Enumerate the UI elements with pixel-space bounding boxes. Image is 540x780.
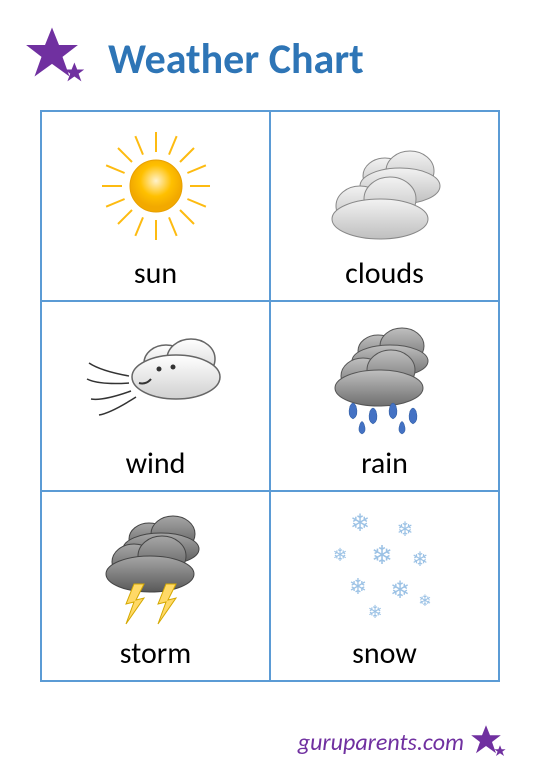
wind-icon [81,321,231,431]
svg-text:❄: ❄ [348,574,366,599]
footer: guruparents.com [298,722,510,762]
storm-icon [86,506,226,626]
svg-text:❄: ❄ [389,577,409,604]
cell-label: storm [120,635,191,672]
svg-text:❄: ❄ [371,540,393,570]
rain-icon [315,316,455,436]
cell-sun: sun [41,111,270,301]
cell-label: rain [361,445,408,482]
svg-text:❄: ❄ [418,593,431,610]
header: Weather Chart [0,0,540,110]
sun-icon [96,126,216,246]
svg-text:❄: ❄ [367,602,382,622]
cell-label: clouds [345,255,424,292]
svg-text:❄: ❄ [411,549,428,571]
star-logo-icon [24,24,94,94]
cell-storm: storm [41,491,270,681]
cell-label: snow [352,635,417,672]
cell-snow: ❄ ❄ ❄ ❄ ❄ ❄ ❄ ❄ ❄ snow [270,491,499,681]
weather-grid: sun [40,110,500,682]
footer-star-icon [470,722,510,762]
cell-wind: wind [41,301,270,491]
cell-label: sun [134,255,177,292]
clouds-icon [315,131,455,241]
cell-label: wind [126,445,186,482]
page-title: Weather Chart [108,34,364,85]
cell-rain: rain [270,301,499,491]
footer-text: guruparents.com [298,728,464,757]
snow-icon: ❄ ❄ ❄ ❄ ❄ ❄ ❄ ❄ ❄ [320,506,450,626]
cell-clouds: clouds [270,111,499,301]
svg-text:❄: ❄ [396,519,413,541]
svg-text:❄: ❄ [332,545,347,565]
svg-text:❄: ❄ [349,510,369,537]
